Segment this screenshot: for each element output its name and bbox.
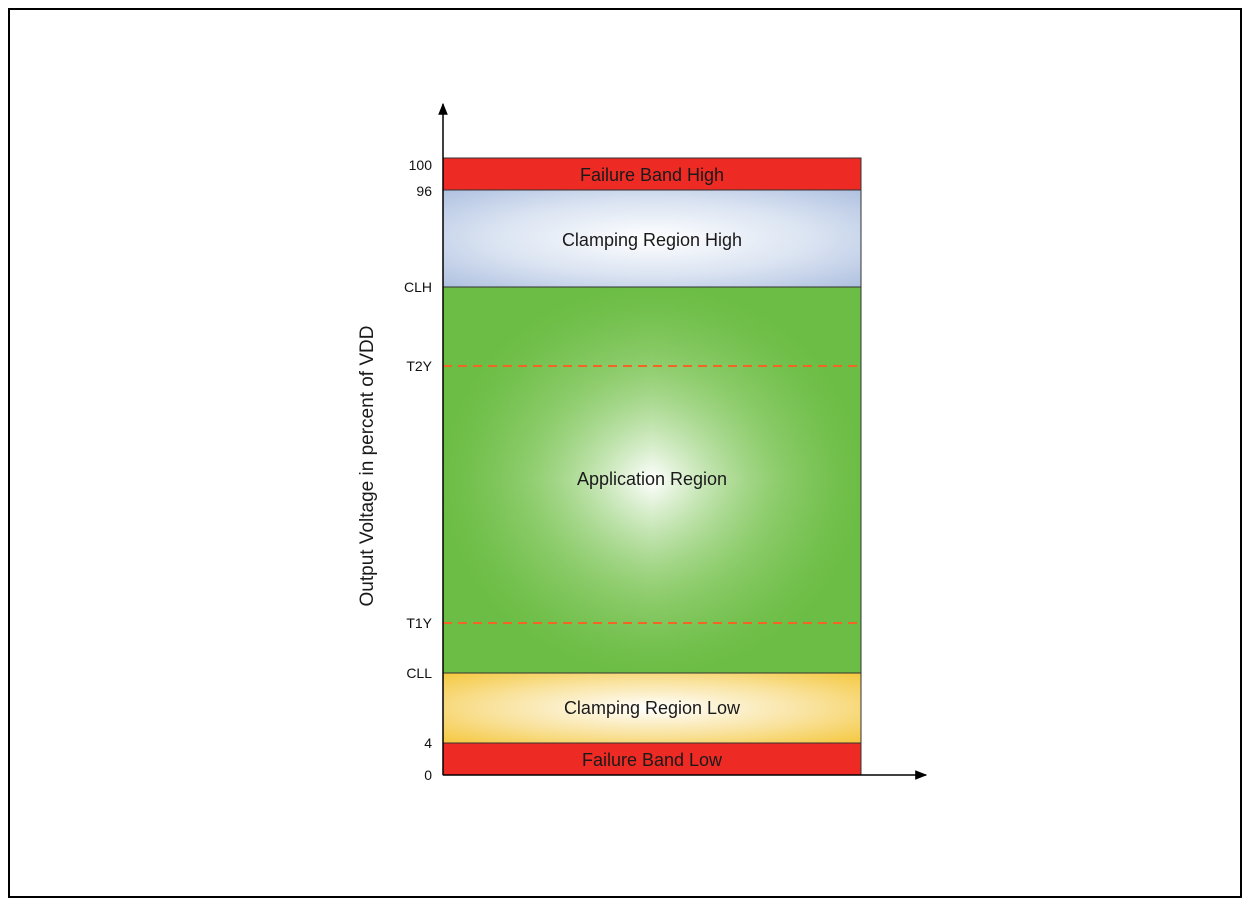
application-region-label: Application Region [577,469,727,489]
failure-band-low-label: Failure Band Low [582,750,723,770]
tick-label-t1y: T1Y [406,615,432,631]
application-region [442,286,862,674]
tick-label-4: 4 [424,735,432,751]
failure-band-high-label: Failure Band High [580,165,724,185]
tick-label-0: 0 [424,767,432,783]
clamping-region-high [442,189,862,288]
clamping-region-low-label: Clamping Region Low [564,698,741,718]
y-axis-label: Output Voltage in percent of VDD [357,326,378,607]
clamping-region-high-label: Clamping Region High [562,230,742,250]
tick-label-100: 100 [409,157,433,173]
tick-label-96: 96 [416,183,432,199]
tick-label-t2y: T2Y [406,358,432,374]
tick-label-cll: CLL [406,665,432,681]
tick-label-clh: CLH [404,279,432,295]
